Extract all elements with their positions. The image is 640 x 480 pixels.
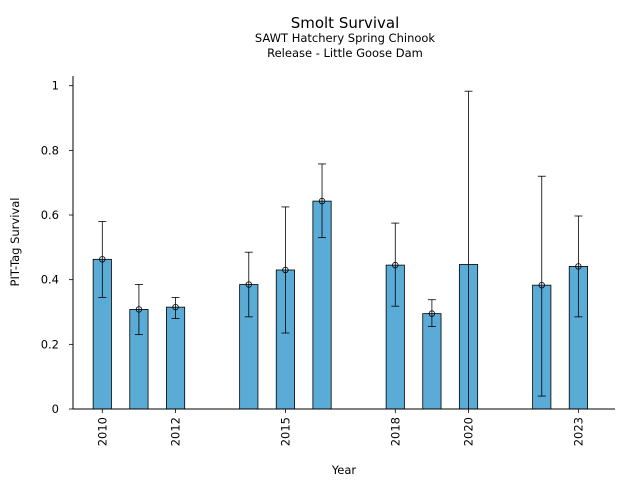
errorbar-2018: [391, 222, 400, 307]
errorbar-2014: [244, 251, 253, 318]
x-tick-label: 2020: [462, 417, 476, 446]
errorbar-2012: [171, 297, 180, 319]
x-tick-label: 2012: [169, 417, 183, 446]
y-tick-label: 0.2: [41, 337, 59, 351]
y-tick-label: 0.4: [41, 273, 59, 287]
point-marker-2011: [135, 306, 143, 313]
y-tick-label: 0: [52, 402, 59, 416]
errorbar-2010: [98, 221, 107, 298]
x-tick-label: 2023: [571, 417, 585, 446]
point-marker-2015: [282, 266, 289, 274]
errorbar-2023: [574, 215, 583, 318]
y-tick-label: 1: [52, 79, 59, 93]
y-tick-label: 0.6: [41, 208, 59, 222]
x-tick-label: 2015: [278, 417, 292, 446]
bar-2012: [165, 306, 186, 410]
point-marker-2022: [538, 281, 545, 289]
point-marker-2019: [428, 310, 436, 317]
y-ticks-group: 0 0.2 0.4 0.6 0.8 1: [41, 79, 73, 416]
point-marker-2010: [99, 256, 106, 263]
errorbar-2020: [464, 90, 473, 409]
markers-group: [99, 197, 582, 317]
bar-2019: [422, 313, 442, 410]
x-axis-label: Year: [331, 463, 357, 477]
x-tick-label: 2018: [388, 417, 402, 446]
chart-subtitle-line-2: Release - Little Goose Dam: [267, 46, 423, 60]
errorbars-group: [98, 90, 583, 409]
bars-group: [92, 200, 588, 410]
point-marker-2016: [318, 197, 326, 205]
errorbar-2016: [318, 163, 327, 239]
errorbar-2022: [537, 175, 546, 397]
point-marker-2018: [392, 261, 399, 269]
y-axis-label: PIT-Tag Survival: [8, 198, 22, 287]
chart-subtitle-line-1: SAWT Hatchery Spring Chinook: [255, 31, 436, 45]
chart-title: Smolt Survival: [291, 14, 400, 32]
point-marker-2012: [172, 303, 179, 311]
errorbar-2015: [281, 206, 290, 334]
x-ticks-group: 2010 2012 2015 2018 2020 2023: [95, 409, 585, 446]
point-marker-2023: [575, 263, 582, 270]
errorbar-2011: [134, 284, 143, 336]
y-tick-label: 0.8: [41, 143, 59, 157]
x-tick-label: 2010: [95, 417, 109, 446]
point-marker-2014: [245, 281, 252, 288]
errorbar-2019: [427, 299, 436, 327]
